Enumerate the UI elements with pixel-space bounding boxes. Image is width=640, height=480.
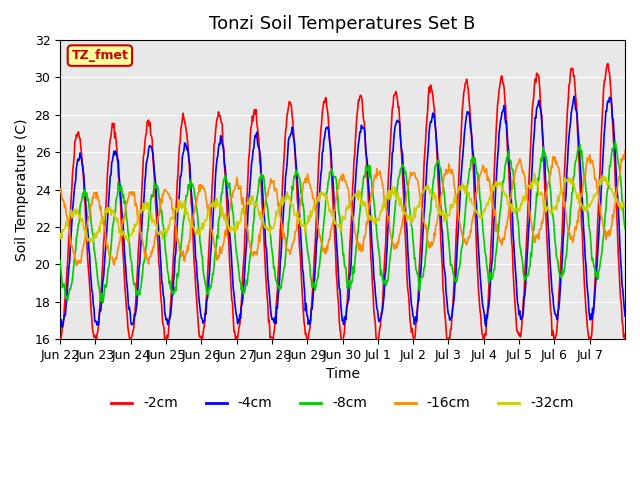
-32cm	[124, 237, 131, 242]
-16cm	[56, 189, 64, 194]
Y-axis label: Soil Temperature (C): Soil Temperature (C)	[15, 119, 29, 261]
-8cm	[276, 283, 284, 289]
-2cm	[621, 331, 629, 337]
-16cm	[621, 147, 629, 153]
-2cm	[401, 223, 409, 229]
-8cm	[611, 140, 618, 145]
Text: TZ_fmet: TZ_fmet	[72, 49, 129, 62]
-32cm	[86, 240, 94, 246]
-4cm	[255, 144, 263, 150]
-32cm	[531, 170, 538, 176]
-8cm	[99, 300, 107, 306]
Legend: -2cm, -4cm, -8cm, -16cm, -32cm: -2cm, -4cm, -8cm, -16cm, -32cm	[106, 391, 579, 416]
-32cm	[255, 213, 263, 218]
-4cm	[433, 145, 441, 151]
-32cm	[433, 203, 441, 209]
-4cm	[227, 247, 235, 253]
-4cm	[621, 313, 629, 319]
-2cm	[255, 132, 262, 138]
-2cm	[56, 335, 64, 341]
-2cm	[227, 270, 234, 276]
X-axis label: Time: Time	[326, 367, 360, 382]
-16cm	[433, 218, 441, 224]
-32cm	[227, 224, 235, 230]
-16cm	[124, 200, 131, 206]
-16cm	[227, 195, 235, 201]
-32cm	[56, 236, 64, 241]
-8cm	[621, 226, 629, 232]
-8cm	[124, 218, 131, 224]
-8cm	[56, 257, 64, 263]
-4cm	[276, 258, 284, 264]
-8cm	[433, 160, 441, 166]
-32cm	[276, 205, 284, 211]
-8cm	[227, 196, 235, 202]
-16cm	[72, 263, 80, 268]
-8cm	[255, 178, 263, 184]
-16cm	[255, 232, 263, 238]
Line: -16cm: -16cm	[60, 150, 625, 265]
-16cm	[276, 214, 284, 220]
-2cm	[123, 306, 131, 312]
-16cm	[402, 203, 410, 208]
-32cm	[621, 201, 629, 207]
-4cm	[56, 321, 64, 326]
-8cm	[402, 168, 410, 174]
Title: Tonzi Soil Temperatures Set B: Tonzi Soil Temperatures Set B	[209, 15, 476, 33]
-4cm	[58, 324, 66, 330]
Line: -8cm: -8cm	[60, 143, 625, 303]
-2cm	[276, 241, 284, 247]
Line: -32cm: -32cm	[60, 173, 625, 243]
-4cm	[402, 208, 410, 214]
-2cm	[433, 142, 440, 147]
-32cm	[402, 209, 410, 215]
Line: -4cm: -4cm	[60, 96, 625, 327]
-2cm	[604, 60, 612, 66]
-4cm	[570, 94, 578, 99]
Line: -2cm: -2cm	[60, 63, 625, 345]
-4cm	[124, 284, 131, 289]
-2cm	[480, 342, 488, 348]
